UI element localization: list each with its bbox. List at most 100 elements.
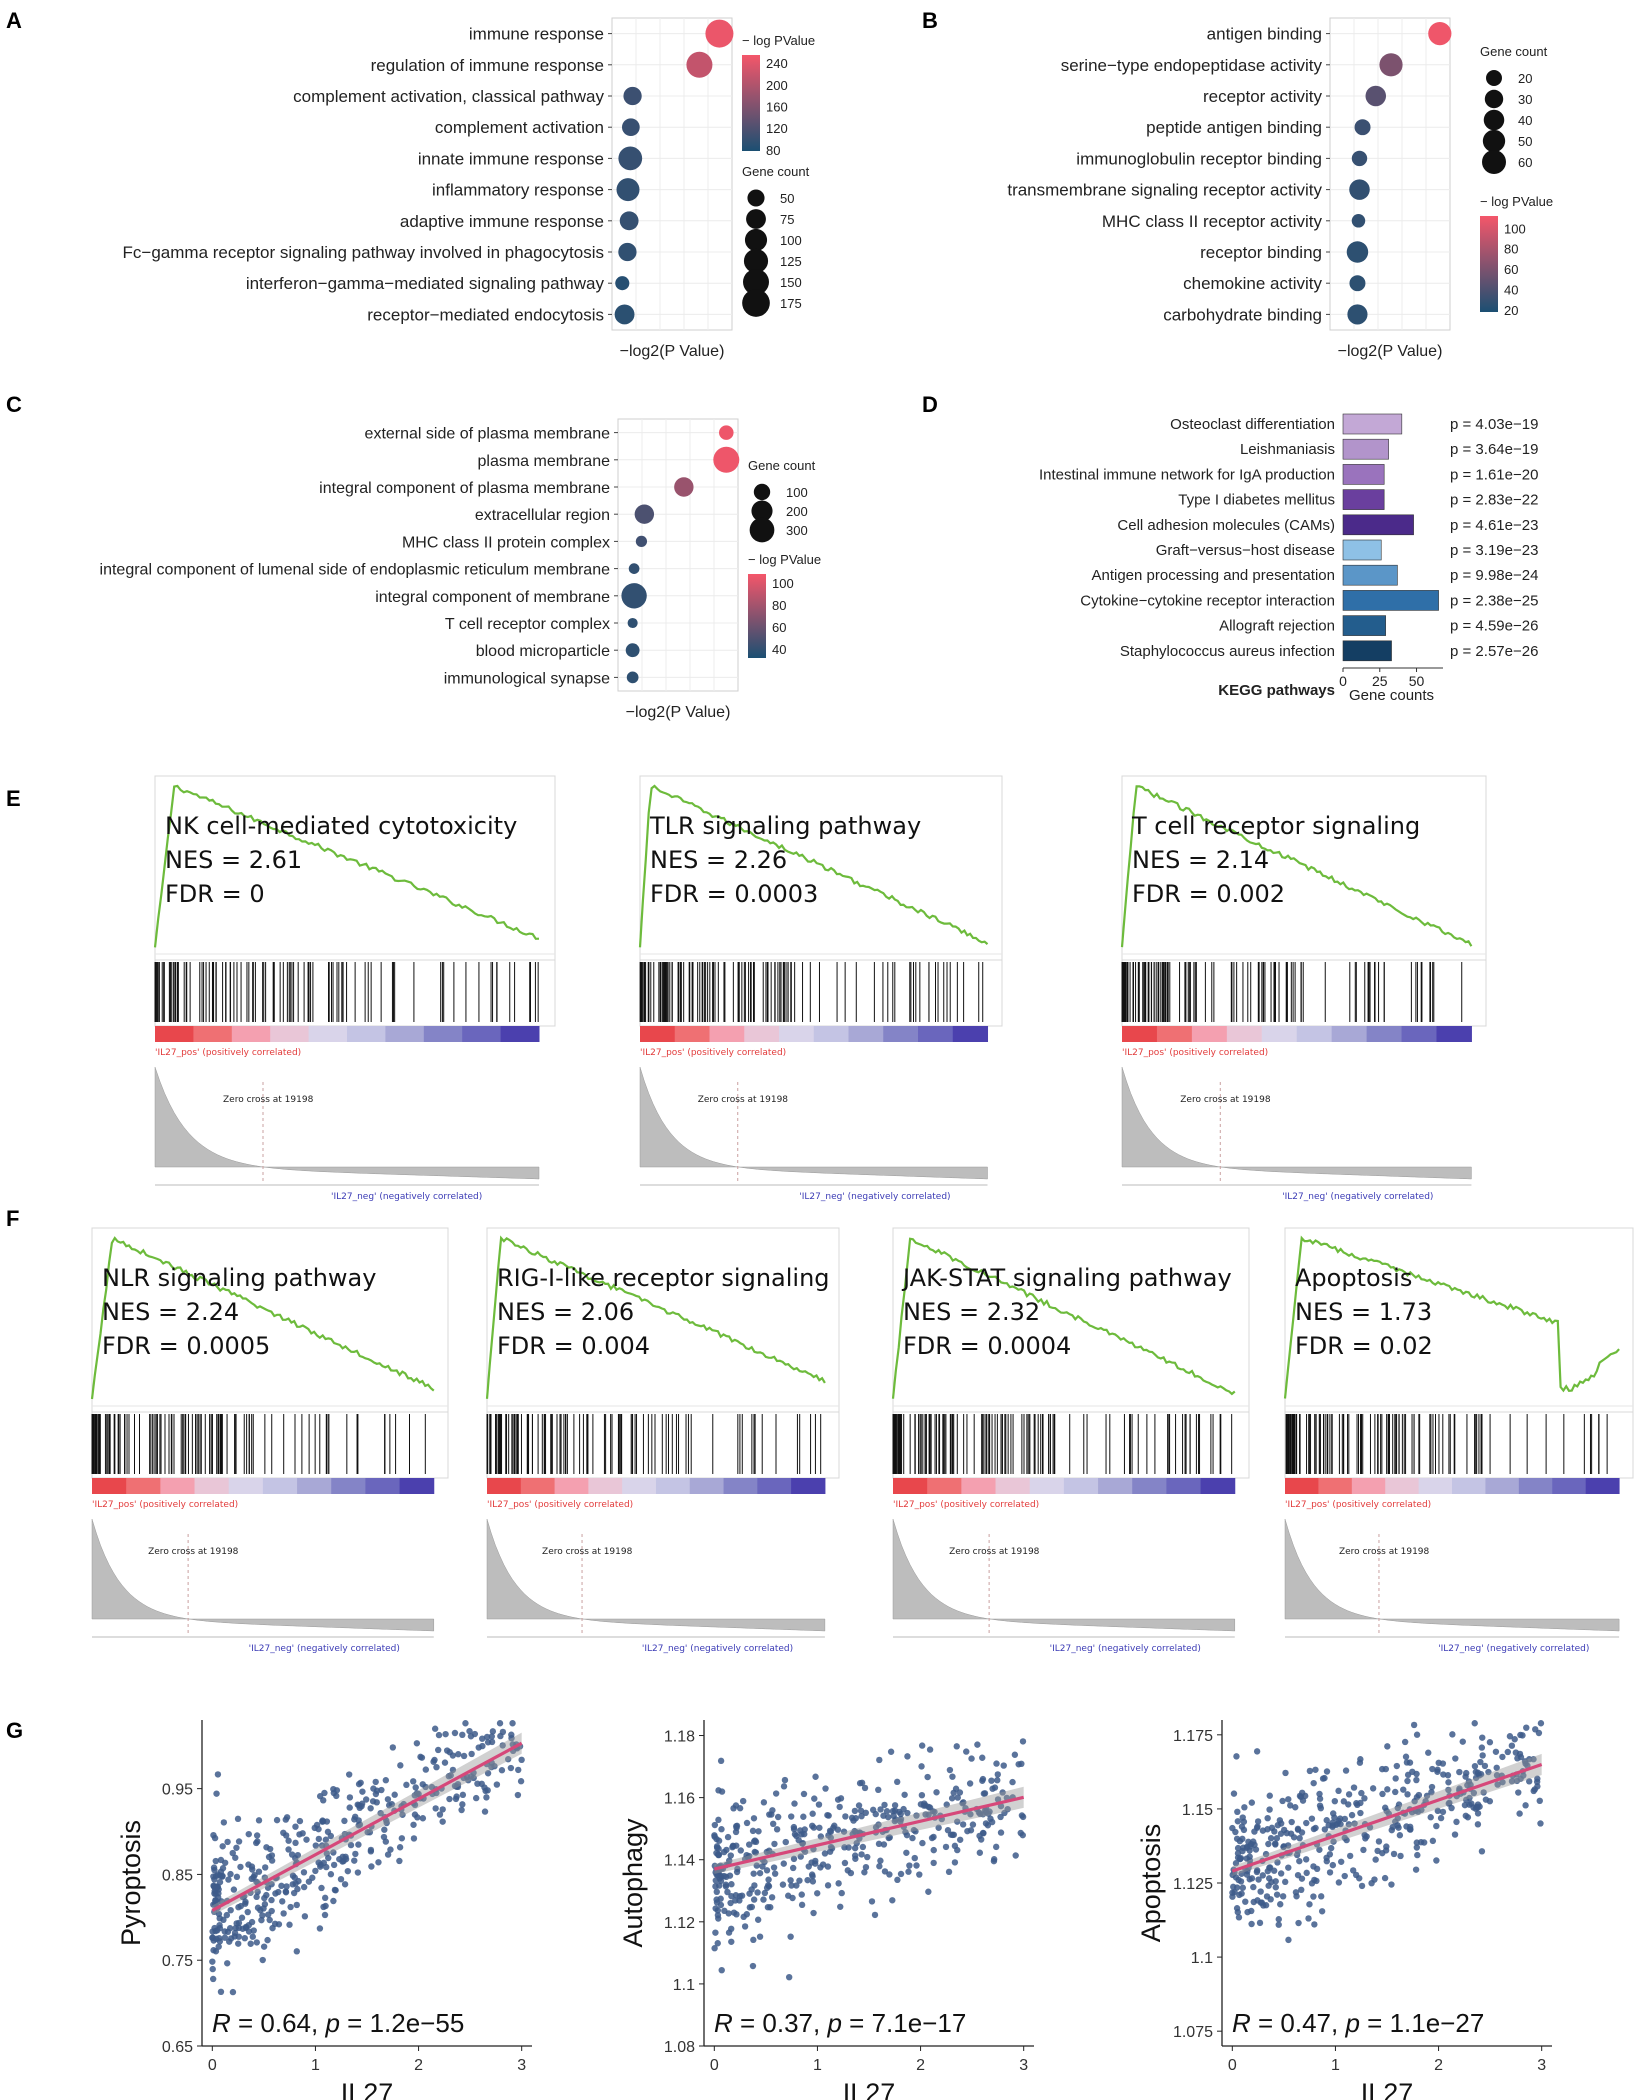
data-point bbox=[1472, 1774, 1480, 1782]
data-point bbox=[1395, 1801, 1403, 1808]
data-point bbox=[446, 1795, 453, 1803]
data-point bbox=[435, 1731, 443, 1739]
color-legend-tick: 80 bbox=[772, 598, 786, 613]
pathway-label: Osteoclast differentiation bbox=[1170, 416, 1335, 433]
data-point bbox=[1272, 1878, 1279, 1885]
data-point bbox=[320, 1903, 327, 1911]
gsea-panel: Apoptosis NES = 1.73 FDR = 0.02 'IL27_pos' … bbox=[1283, 1227, 1634, 1654]
rank-color-segment bbox=[193, 1026, 233, 1042]
data-point bbox=[1244, 1867, 1251, 1875]
data-point bbox=[279, 1898, 286, 1905]
y-tick-label: 0.95 bbox=[162, 1782, 193, 1799]
data-point bbox=[1494, 1781, 1501, 1788]
data-point bbox=[212, 1897, 219, 1905]
x-axis-label: IL27 bbox=[1361, 2078, 1414, 2100]
data-point bbox=[250, 1927, 257, 1934]
data-point bbox=[925, 1888, 932, 1895]
size-legend-dot bbox=[743, 248, 769, 274]
data-point bbox=[1316, 1790, 1323, 1798]
data-point bbox=[1255, 1876, 1262, 1883]
bubble-point bbox=[614, 304, 635, 325]
term-label: inflammatory response bbox=[432, 181, 604, 200]
data-point bbox=[1000, 1762, 1007, 1769]
data-point bbox=[216, 1921, 223, 1929]
data-point bbox=[484, 1787, 491, 1794]
data-point bbox=[247, 1940, 254, 1947]
data-point bbox=[928, 1834, 936, 1842]
data-point bbox=[223, 1911, 231, 1919]
bubble-point bbox=[628, 563, 640, 574]
p-symbol: p bbox=[826, 2008, 841, 2038]
data-point bbox=[224, 1838, 231, 1846]
data-point bbox=[992, 1843, 1000, 1851]
data-point bbox=[785, 1973, 793, 1981]
data-point bbox=[1411, 1798, 1418, 1805]
data-point bbox=[1384, 1786, 1391, 1793]
data-point bbox=[804, 1876, 811, 1884]
rank-color-segment bbox=[1552, 1478, 1587, 1494]
data-point bbox=[1514, 1755, 1521, 1762]
ranked-metric-area bbox=[639, 1066, 988, 1180]
correlation-annotation: R = 0.37, p = 7.1e−17 bbox=[714, 2008, 966, 2038]
bubble-point bbox=[618, 242, 637, 262]
rank-color-segment bbox=[231, 1026, 271, 1042]
term-label: extracellular region bbox=[475, 507, 610, 524]
data-point bbox=[377, 1809, 384, 1817]
data-point bbox=[324, 1828, 332, 1836]
data-point bbox=[1258, 1899, 1266, 1906]
data-point bbox=[214, 1771, 222, 1778]
data-point bbox=[449, 1766, 457, 1774]
x-tick-label: 3 bbox=[517, 2057, 526, 2074]
data-point bbox=[1294, 1825, 1302, 1833]
term-label: serine−type endopeptidase activity bbox=[1061, 56, 1323, 75]
data-point bbox=[489, 1728, 497, 1735]
data-point bbox=[1238, 1823, 1246, 1830]
r-value: = 0.47, bbox=[1251, 2008, 1346, 2038]
data-point bbox=[723, 1846, 730, 1854]
enrichment-score-curve bbox=[485, 1235, 826, 1399]
rank-color-segment bbox=[893, 1478, 928, 1494]
data-point bbox=[462, 1720, 469, 1727]
data-point bbox=[919, 1839, 926, 1847]
data-point bbox=[752, 1849, 760, 1856]
rank-color-segment bbox=[1098, 1478, 1133, 1494]
data-point bbox=[1326, 1851, 1334, 1858]
bubble-chart-a: immune response regulation of immune resp… bbox=[123, 17, 815, 360]
data-point bbox=[787, 1877, 794, 1884]
data-point bbox=[1456, 1785, 1463, 1792]
data-point bbox=[935, 1824, 942, 1831]
data-point bbox=[459, 1801, 466, 1808]
data-point bbox=[1427, 1814, 1434, 1821]
data-point bbox=[1295, 1919, 1302, 1927]
data-point bbox=[265, 1853, 273, 1861]
data-point bbox=[209, 1928, 216, 1935]
ranked-metric-area bbox=[486, 1518, 826, 1632]
term-label: integral component of plasma membrane bbox=[319, 480, 610, 497]
data-point bbox=[344, 1867, 352, 1875]
data-point bbox=[847, 1869, 855, 1877]
data-point bbox=[933, 1789, 940, 1796]
data-point bbox=[346, 1794, 354, 1801]
data-point bbox=[435, 1746, 442, 1754]
data-point bbox=[1282, 1769, 1289, 1777]
data-point bbox=[1459, 1738, 1466, 1745]
y-axis-label: Autophagy bbox=[618, 1818, 648, 1948]
data-point bbox=[862, 1863, 870, 1871]
data-point bbox=[375, 1859, 382, 1866]
data-point bbox=[763, 1867, 771, 1874]
data-point bbox=[258, 1916, 265, 1924]
x-tick-label: 25 bbox=[1372, 673, 1388, 689]
data-point bbox=[760, 1896, 767, 1903]
data-point bbox=[312, 1867, 319, 1875]
data-point bbox=[499, 1742, 506, 1749]
pathway-label: Antigen processing and presentation bbox=[1091, 567, 1335, 584]
kegg-bar-chart: Osteoclast differentiation p = 4.03e−19 Le… bbox=[1039, 413, 1538, 704]
data-point bbox=[892, 1816, 899, 1823]
bubble-point bbox=[674, 477, 694, 497]
panel-label-g: G bbox=[6, 1718, 23, 1743]
data-point bbox=[410, 1835, 418, 1842]
data-point bbox=[851, 1844, 859, 1852]
data-point bbox=[1356, 1875, 1363, 1882]
data-point bbox=[852, 1855, 859, 1862]
data-point bbox=[1508, 1742, 1516, 1749]
